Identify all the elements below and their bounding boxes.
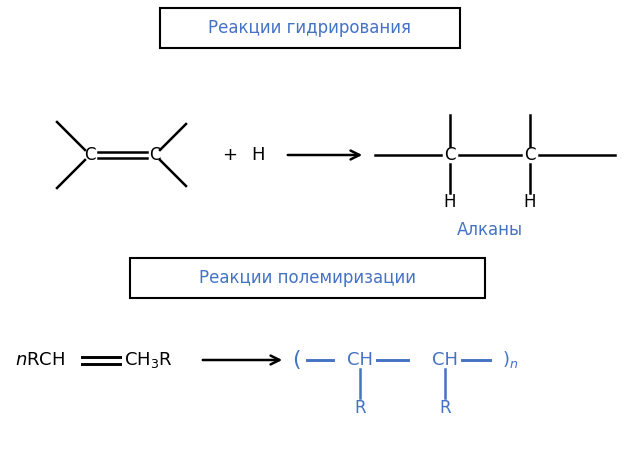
Text: C: C xyxy=(444,146,456,164)
Text: (: ( xyxy=(292,350,300,370)
Text: H: H xyxy=(524,193,536,211)
Text: CH: CH xyxy=(347,351,373,369)
Text: R: R xyxy=(354,399,366,417)
Text: CH$_3$R: CH$_3$R xyxy=(124,350,173,370)
Bar xyxy=(160,8,460,48)
Text: Алканы: Алканы xyxy=(457,221,523,239)
Text: C: C xyxy=(149,146,161,164)
Text: Реакции гидрирования: Реакции гидрирования xyxy=(208,19,411,37)
Text: Реакции полемиризации: Реакции полемиризации xyxy=(199,269,416,287)
Text: C: C xyxy=(524,146,536,164)
Text: $n$RCH: $n$RCH xyxy=(15,351,65,369)
Text: H: H xyxy=(251,146,265,164)
Text: C: C xyxy=(85,146,96,164)
Text: +: + xyxy=(222,146,237,164)
Text: H: H xyxy=(444,193,456,211)
Text: CH: CH xyxy=(432,351,458,369)
Text: )$_n$: )$_n$ xyxy=(502,349,518,370)
Bar xyxy=(130,258,485,298)
Text: R: R xyxy=(439,399,451,417)
